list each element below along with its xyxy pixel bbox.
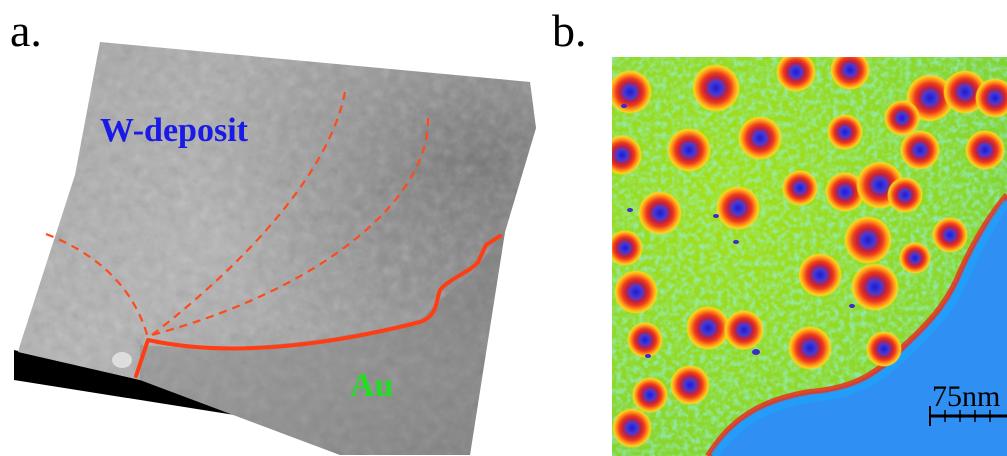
- panel-a-label: a.: [10, 5, 42, 56]
- deposit-edge-line: [134, 234, 502, 378]
- au-label: Au: [350, 367, 393, 404]
- particle: [851, 263, 899, 311]
- panel-b-label: b.: [552, 5, 587, 56]
- particle: [788, 326, 832, 370]
- particle: [614, 270, 658, 314]
- dashed-boundary-1: [147, 91, 347, 339]
- particle: [825, 172, 865, 212]
- speck-layer: [621, 104, 855, 358]
- particle: [887, 177, 923, 213]
- particle: [724, 310, 764, 350]
- panel-a-micrograph: W-deposit Au: [14, 42, 536, 455]
- particle: [844, 216, 892, 264]
- particle: [670, 365, 710, 405]
- scale-bar: 75nm: [929, 380, 1007, 426]
- particle: [932, 217, 968, 253]
- particle: [738, 116, 782, 160]
- particle: [612, 408, 652, 448]
- w-deposit-label: W-deposit: [100, 112, 249, 149]
- dashed-boundary-3: [45, 232, 150, 339]
- particle: [866, 331, 902, 367]
- particle: [716, 186, 760, 230]
- panel-b-map: 75nm: [612, 57, 1007, 456]
- particle: [830, 57, 870, 90]
- particle: [632, 377, 668, 413]
- particle: [965, 130, 1005, 170]
- particle: [612, 70, 652, 114]
- particle: [884, 100, 920, 136]
- substrate-region: [708, 195, 1007, 456]
- particle: [782, 170, 818, 206]
- dashed-boundary-2: [151, 117, 430, 337]
- particle: [975, 78, 1007, 118]
- particle: [798, 253, 842, 297]
- particle: [612, 135, 642, 175]
- particle: [692, 64, 740, 112]
- particle: [686, 306, 730, 350]
- particle: [899, 242, 931, 274]
- particle: [638, 191, 682, 235]
- particle: [667, 128, 711, 172]
- particle: [627, 322, 663, 358]
- particle: [900, 130, 940, 170]
- particle: [827, 114, 863, 150]
- particle: [776, 57, 816, 92]
- particle-layer: [612, 57, 1007, 448]
- particle: [612, 230, 643, 266]
- scale-bar-label: 75nm: [932, 380, 1000, 413]
